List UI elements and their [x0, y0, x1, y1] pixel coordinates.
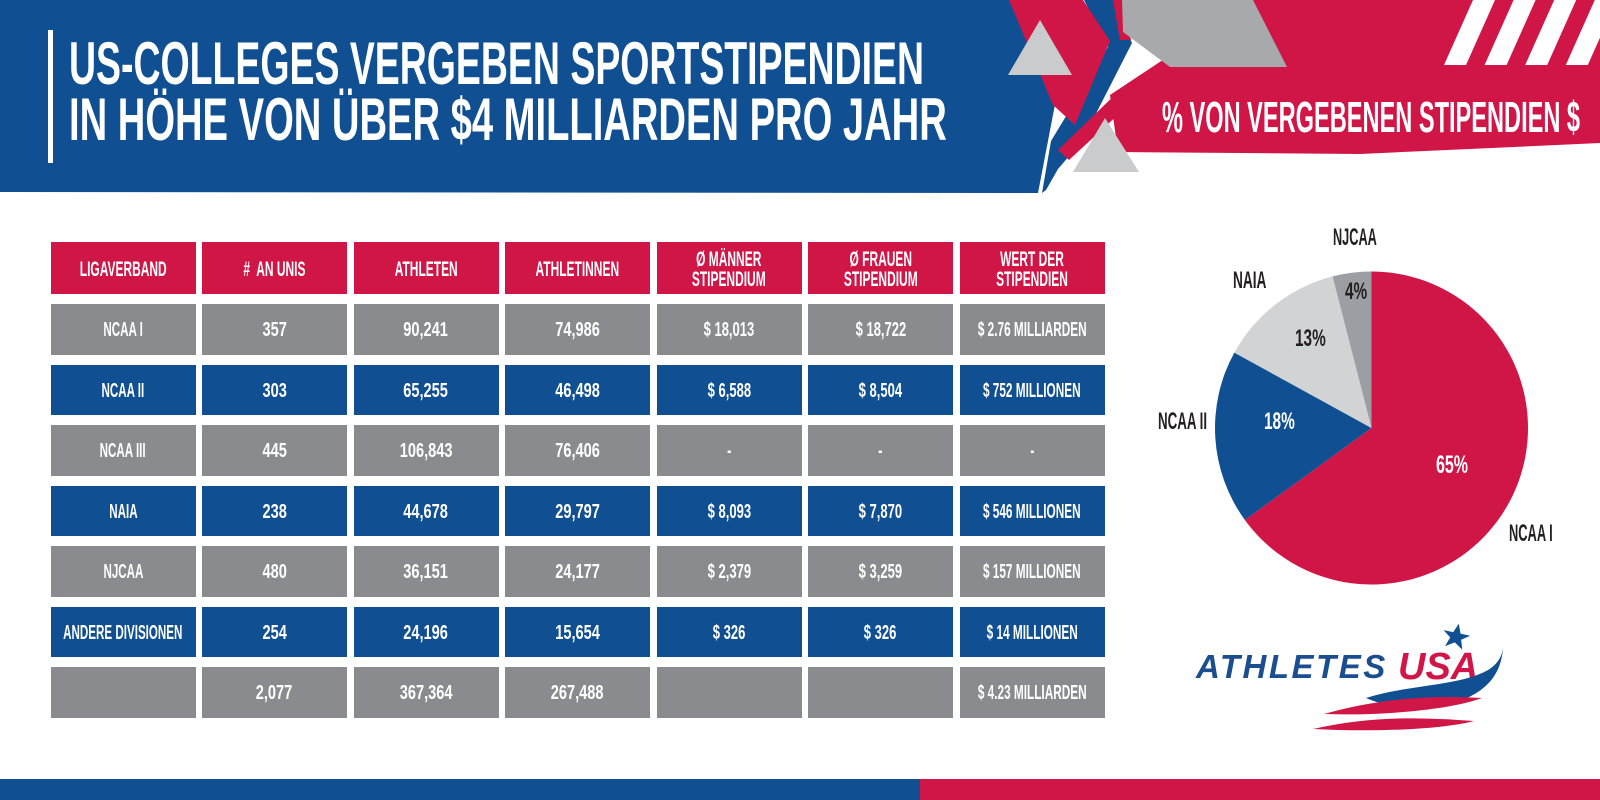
svg-text:ATHLETES: ATHLETES: [1195, 648, 1388, 685]
